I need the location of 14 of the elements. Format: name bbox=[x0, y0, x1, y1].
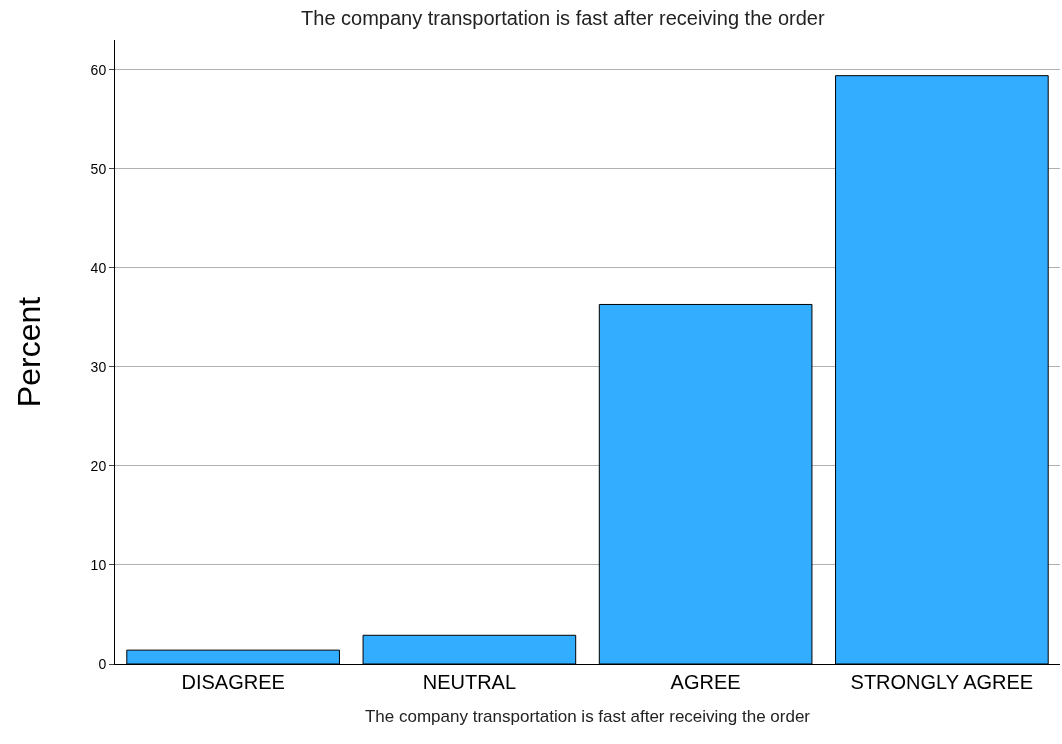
x-tick-label: NEUTRAL bbox=[422, 671, 517, 693]
x-tick-label: AGREE bbox=[670, 671, 741, 693]
y-tick-label: 30 bbox=[90, 358, 107, 375]
y-tick-label: 50 bbox=[90, 160, 107, 177]
x-tick-label: DISAGREE bbox=[181, 671, 285, 693]
y-tick-label: 10 bbox=[90, 556, 107, 573]
y-tick-label: 0 bbox=[98, 655, 107, 672]
x-axis-title: The company transportation is fast after receiving the order bbox=[364, 707, 811, 727]
x-tick-label: STRONGLY AGREE bbox=[850, 671, 1034, 693]
chart-title: The company transportation is fast after receiving the order bbox=[301, 7, 825, 30]
y-tick-label: 20 bbox=[90, 457, 107, 474]
y-tick-label: 60 bbox=[90, 61, 107, 78]
y-axis-title: Percent bbox=[10, 296, 47, 408]
y-tick-label: 40 bbox=[90, 259, 107, 276]
